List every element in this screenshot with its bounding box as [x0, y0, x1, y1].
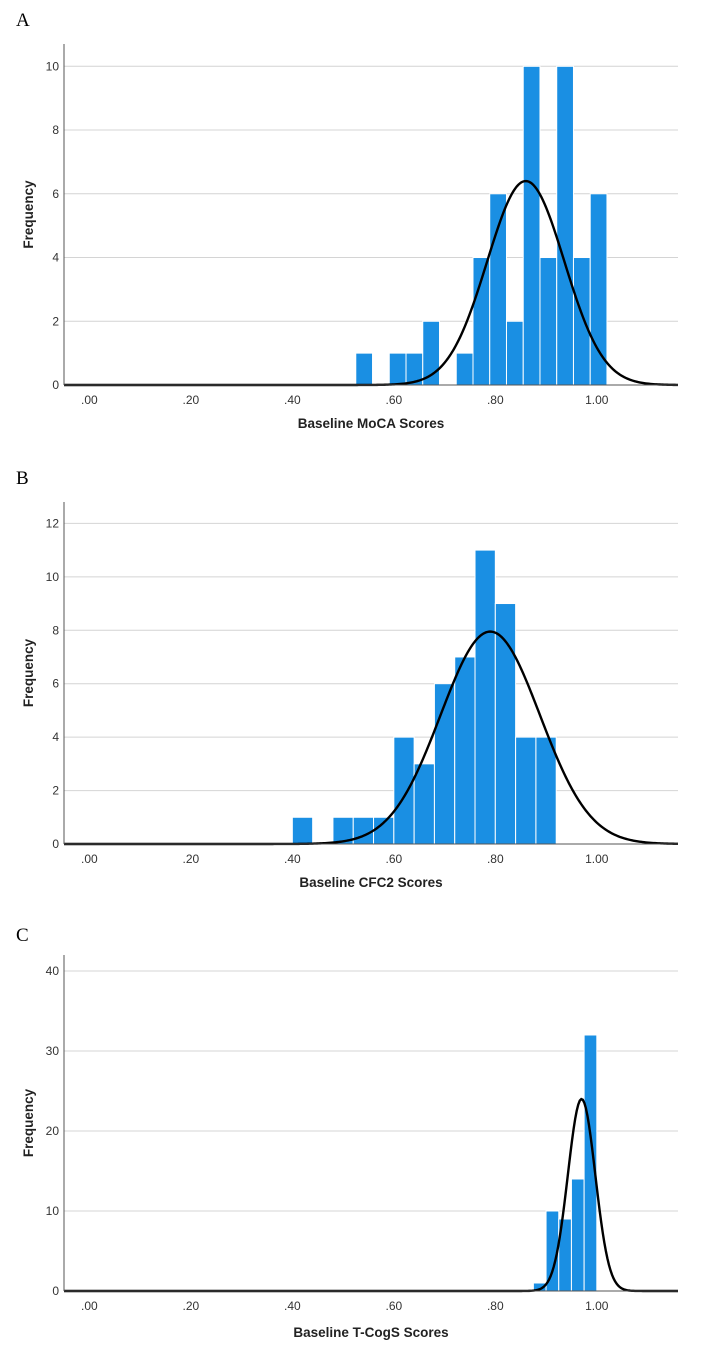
histogram-bar: [388, 352, 407, 386]
x-tick-label: .60: [385, 393, 402, 407]
histogram-bar: [539, 257, 558, 386]
y-tick-label: 8: [52, 623, 59, 637]
x-tick-label: .60: [385, 1299, 402, 1313]
x-tick-label: .80: [487, 1299, 504, 1313]
y-axis-title: Frequency: [21, 638, 36, 707]
histogram-bar: [572, 257, 591, 386]
x-axis-title: Baseline T-CogS Scores: [293, 1325, 448, 1340]
panel-c: C 0 10 20 30 40 .00 .20 .40 .60 .80 1.00 Baseline T…: [0, 915, 701, 1362]
histogram-bar: [570, 1178, 585, 1292]
histogram-tcogs: 0 10 20 30 40 .00 .20 .40 .60 .80 1.00 Baseline T-C…: [21, 955, 678, 1340]
x-tick-label: 1.00: [585, 393, 609, 407]
y-tick-label: 2: [52, 314, 59, 328]
y-tick-label: 30: [46, 1044, 60, 1058]
histogram-bar: [454, 656, 476, 845]
panel-letter: A: [16, 10, 30, 31]
y-tick-label: 4: [52, 251, 59, 265]
histogram-bar: [413, 763, 435, 845]
x-tick-label: .00: [81, 393, 98, 407]
y-tick-label: 10: [46, 1204, 60, 1218]
panel-b: B 0 2 4 6 8 10 12 .00 .20 .40 .60 .80 1.00 Baseline C…: [0, 458, 701, 910]
x-tick-label: .40: [284, 393, 301, 407]
histogram-bar: [515, 736, 537, 845]
histogram-bar: [522, 65, 541, 386]
histogram-bar: [355, 352, 374, 386]
histogram-bar: [535, 736, 557, 845]
histogram-bar: [352, 816, 375, 845]
panel-letter: B: [16, 468, 29, 489]
normal-curve: [64, 630, 679, 846]
x-tick-label: 1.00: [585, 1299, 609, 1313]
histogram-cfc2: 0 2 4 6 8 10 12 .00 .20 .40 .60 .80 1.00 Baseline CFC…: [21, 502, 679, 890]
histogram-bar: [455, 352, 474, 386]
y-tick-label: 10: [46, 570, 60, 584]
y-tick-label: 6: [52, 677, 59, 691]
x-tick-label: 1.00: [585, 852, 609, 866]
x-tick-label: .40: [284, 1299, 301, 1313]
x-tick-label: .00: [81, 852, 98, 866]
x-tick-label: .60: [385, 852, 402, 866]
y-tick-label: 10: [46, 59, 60, 73]
y-tick-label: 0: [52, 378, 59, 392]
y-tick-label: 4: [52, 730, 59, 744]
y-tick-label: 12: [46, 516, 60, 530]
y-tick-label: 0: [52, 1284, 59, 1298]
panel-a: A 0 2 4 6 8 10 .00 .20 .40 .60 .80 1.00 Baseline MoC…: [0, 0, 701, 452]
histogram-bar: [489, 193, 507, 386]
y-tick-label: 20: [46, 1124, 60, 1138]
histogram-bar: [589, 193, 608, 386]
x-tick-label: .80: [487, 852, 504, 866]
histogram-bar: [556, 65, 574, 386]
y-axis-title: Frequency: [21, 180, 36, 249]
x-tick-label: .40: [284, 852, 301, 866]
x-tick-label: .20: [183, 852, 200, 866]
y-tick-label: 40: [46, 964, 60, 978]
y-tick-label: 0: [52, 837, 59, 851]
histogram-bar: [505, 320, 524, 386]
x-axis-title: Baseline CFC2 Scores: [299, 875, 442, 890]
x-axis-title: Baseline MoCA Scores: [298, 416, 445, 431]
y-tick-label: 2: [52, 784, 59, 798]
histogram-bar: [393, 736, 415, 845]
x-tick-label: .80: [487, 393, 504, 407]
histogram-moca: 0 2 4 6 8 10 .00 .20 .40 .60 .80 1.00 Baseline MoCA …: [21, 44, 679, 431]
x-tick-label: .20: [183, 1299, 200, 1313]
y-axis-title: Frequency: [21, 1088, 36, 1157]
x-tick-label: .00: [81, 1299, 98, 1313]
y-tick-label: 6: [52, 187, 59, 201]
histogram-bar: [474, 549, 496, 845]
histogram-bar: [291, 816, 314, 845]
panel-letter: C: [16, 925, 29, 946]
y-tick-label: 8: [52, 123, 59, 137]
x-tick-label: .20: [183, 393, 200, 407]
